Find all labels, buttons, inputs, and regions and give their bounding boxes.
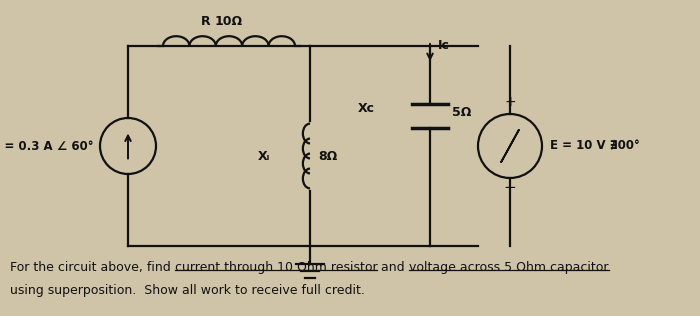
Text: 8Ω: 8Ω (318, 149, 337, 162)
Text: and: and (377, 261, 409, 274)
Text: 5Ω: 5Ω (452, 106, 471, 118)
Text: R: R (202, 15, 211, 28)
Text: voltage across 5 Ohm capacitor: voltage across 5 Ohm capacitor (409, 261, 608, 274)
Text: current through 10 Ohm resistor: current through 10 Ohm resistor (175, 261, 377, 274)
Text: Iᴄ: Iᴄ (438, 39, 450, 52)
Text: −: − (503, 180, 517, 195)
Text: 10Ω: 10Ω (215, 15, 243, 28)
Text: Xᴄ: Xᴄ (358, 101, 375, 114)
Text: using superposition.  Show all work to receive full credit.: using superposition. Show all work to re… (10, 284, 365, 297)
Text: For the circuit above, find: For the circuit above, find (10, 261, 175, 274)
Text: I = 0.3 A ∠ 60°: I = 0.3 A ∠ 60° (0, 139, 94, 153)
Text: E = 10 V ∄00°: E = 10 V ∄00° (550, 139, 640, 153)
Text: Xₗ: Xₗ (258, 149, 270, 162)
Text: +: + (504, 95, 516, 109)
